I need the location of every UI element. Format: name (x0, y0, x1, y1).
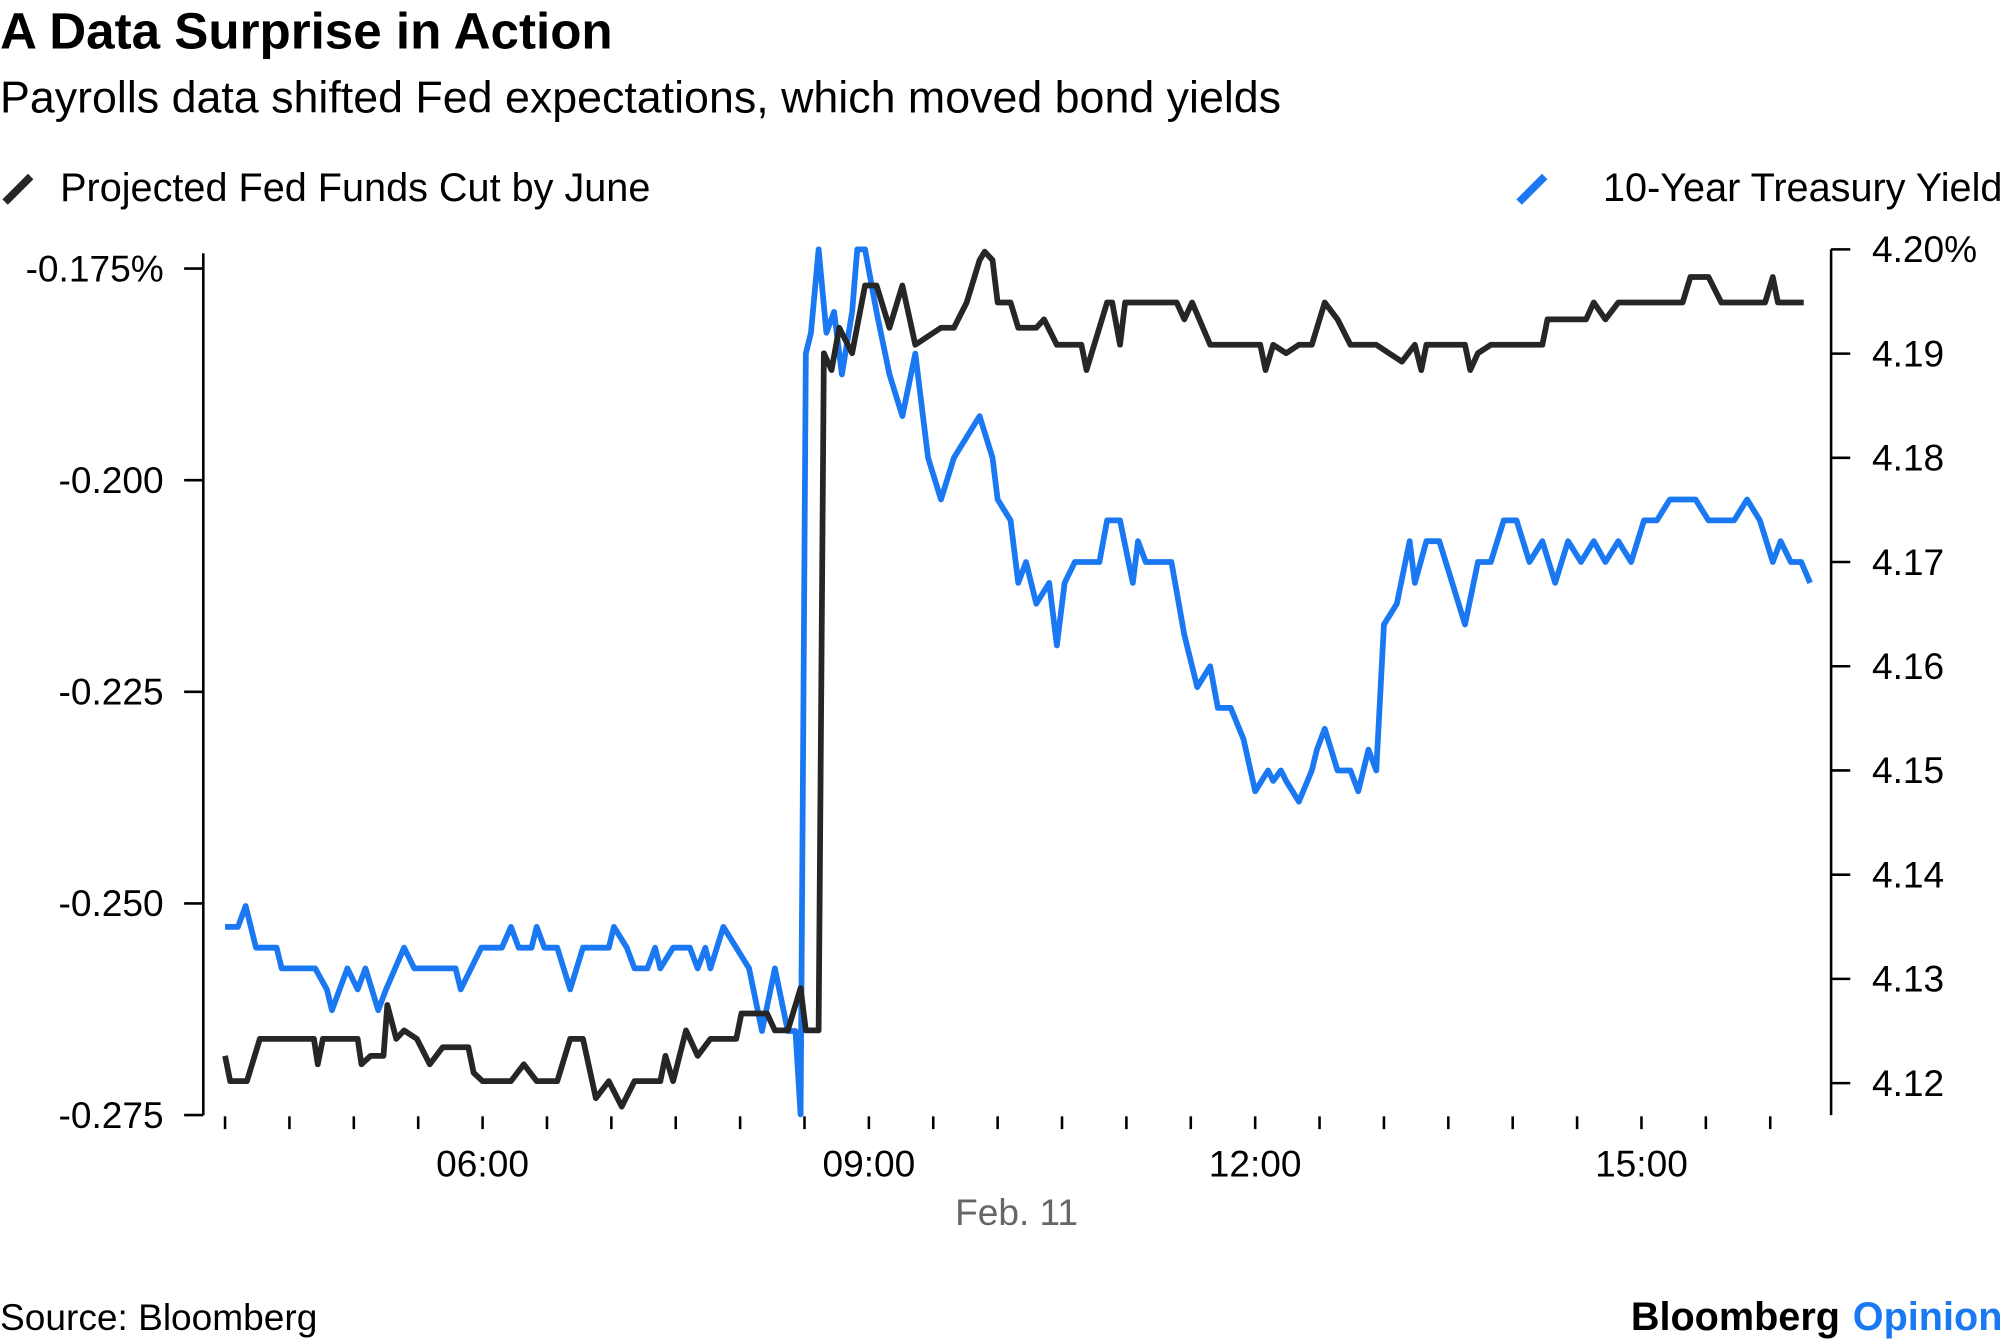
series-line-treasury-yield (225, 246, 1813, 1118)
legend-label-treasury: 10-Year Treasury Yield (1603, 166, 2002, 210)
logo-bloomberg: Bloomberg (1631, 1295, 1840, 1339)
right-axis-tick-label: 4.16 (1872, 645, 1944, 687)
right-axis-tick-label: 4.13 (1872, 958, 1944, 1000)
right-axis-tick-label: 4.14 (1872, 853, 1944, 895)
right-axis-tick-label: 4.20% (1872, 228, 1977, 270)
bloomberg-opinion-logo: Bloomberg Opinion (1631, 1295, 2003, 1339)
right-axis-tick-label: 4.15 (1872, 749, 1944, 791)
right-axis-tick-label: 4.12 (1872, 1062, 1944, 1104)
right-axis-tick-label: 4.17 (1872, 541, 1944, 583)
chart-title: A Data Surprise in Action (0, 3, 613, 60)
left-axis-tick-label: -0.225 (59, 671, 164, 713)
right-axis-tick-label: 4.18 (1872, 437, 1944, 479)
legend-label-fed-funds: Projected Fed Funds Cut by June (60, 166, 650, 210)
series-line-fed-funds (222, 248, 1804, 1110)
x-axis-date-label: Feb. 11 (955, 1191, 1078, 1233)
left-axis-tick-label: -0.175% (26, 247, 164, 289)
source-note: Source: Bloomberg (0, 1296, 317, 1338)
chart-subtitle: Payrolls data shifted Fed expectations, … (0, 73, 1281, 123)
left-axis-tick-label: -0.275 (59, 1094, 164, 1136)
left-axis-tick-label: -0.200 (59, 459, 164, 501)
legend-swatch-fed-funds (2, 173, 34, 205)
x-axis-tick-label: 09:00 (822, 1142, 915, 1184)
axes: -0.175% -0.200 -0.225 -0.250 -0.275 4.20% 4.19… (26, 228, 1978, 1184)
left-axis-tick-label: -0.250 (59, 882, 164, 924)
legend: Projected Fed Funds Cut by June 10-Year … (2, 166, 2002, 210)
x-axis-tick-label: 15:00 (1595, 1142, 1688, 1184)
logo-opinion: Opinion (1853, 1295, 2003, 1339)
legend-swatch-treasury (1516, 173, 1548, 205)
x-axis-tick-label: 12:00 (1209, 1142, 1302, 1184)
right-axis-tick-label: 4.19 (1872, 332, 1944, 374)
series-lines (222, 246, 1813, 1118)
x-axis-tick-label: 06:00 (436, 1142, 529, 1184)
